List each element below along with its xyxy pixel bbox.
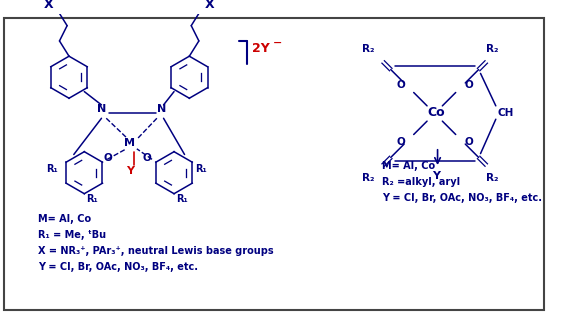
Text: R₁: R₁ <box>46 164 58 174</box>
Text: 2Y: 2Y <box>252 42 270 55</box>
Text: R₁ = Me, ᵗBu: R₁ = Me, ᵗBu <box>38 230 107 240</box>
Text: −: − <box>272 38 282 48</box>
Text: CH: CH <box>498 107 514 117</box>
Text: Y: Y <box>432 171 440 181</box>
Text: R₁: R₁ <box>86 194 98 204</box>
Text: O: O <box>464 137 473 147</box>
Text: X: X <box>44 0 54 11</box>
Text: M: M <box>124 138 135 148</box>
Text: R₁: R₁ <box>176 194 188 204</box>
Text: O: O <box>143 153 151 163</box>
Text: O: O <box>464 80 473 90</box>
Text: R₁: R₁ <box>195 164 207 174</box>
Text: M= Al, Co: M= Al, Co <box>38 214 92 224</box>
Text: R₂: R₂ <box>486 44 499 54</box>
Text: R₂: R₂ <box>362 44 375 54</box>
Text: R₂: R₂ <box>362 173 375 183</box>
Text: Y: Y <box>126 166 134 176</box>
Text: X: X <box>205 0 214 11</box>
Text: O: O <box>397 137 405 147</box>
Text: O: O <box>104 153 112 163</box>
Text: X = NR₃⁺, PAr₃⁺, neutral Lewis base groups: X = NR₃⁺, PAr₃⁺, neutral Lewis base grou… <box>38 246 274 256</box>
Text: Y = Cl, Br, OAc, NO₃, BF₄, etc.: Y = Cl, Br, OAc, NO₃, BF₄, etc. <box>38 262 198 272</box>
Text: O: O <box>397 80 405 90</box>
Text: Co: Co <box>427 106 445 119</box>
Text: N: N <box>97 104 106 114</box>
Text: R₂: R₂ <box>486 173 499 183</box>
Text: R₂ =alkyl, aryl: R₂ =alkyl, aryl <box>382 177 460 187</box>
Text: M= Al, Co: M= Al, Co <box>382 161 435 171</box>
Text: N: N <box>157 104 166 114</box>
Text: Y = Cl, Br, OAc, NO₃, BF₄, etc.: Y = Cl, Br, OAc, NO₃, BF₄, etc. <box>382 193 542 203</box>
